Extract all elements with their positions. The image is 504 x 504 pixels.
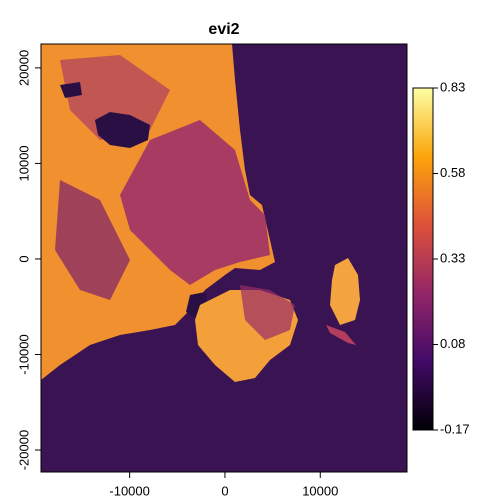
x-tick-label: 10000 (302, 483, 338, 498)
y-tick-label: -20000 (16, 430, 31, 470)
plot-frame (40, 43, 408, 473)
y-tick-label: 20000 (16, 50, 31, 86)
chart-title: evi2 (208, 21, 239, 38)
y-tick-label: 0 (16, 255, 31, 262)
colorbar-tick-label: 0.83 (440, 79, 465, 94)
y-tick-label: -10000 (16, 334, 31, 374)
colorbar-tick-label: 0.58 (440, 165, 465, 180)
y-tick-label: 10000 (16, 145, 31, 181)
x-tick-label: 0 (221, 483, 228, 498)
colorbar-tick-label: 0.33 (440, 250, 465, 265)
colorbar-tick-label: 0.08 (440, 336, 465, 351)
raster-image (41, 44, 407, 472)
colorbar (412, 87, 434, 431)
x-tick-label: -10000 (109, 483, 149, 498)
colorbar-tick-label: -0.17 (440, 421, 470, 436)
